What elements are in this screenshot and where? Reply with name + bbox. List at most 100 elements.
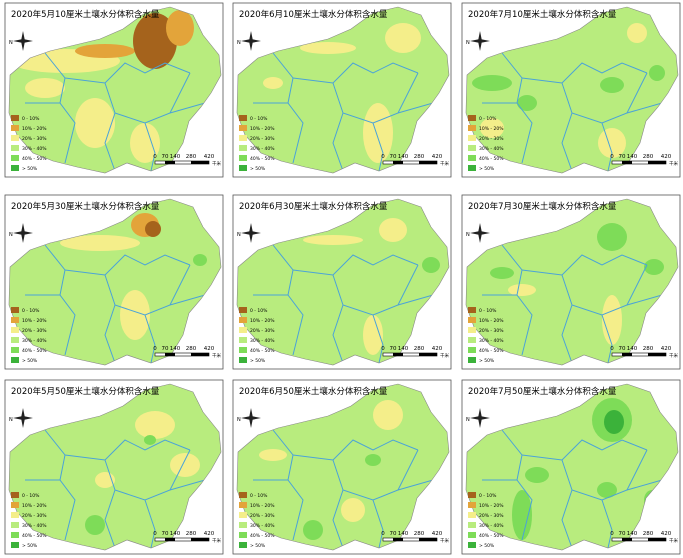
legend-swatch xyxy=(11,125,19,131)
legend-swatch xyxy=(468,115,476,121)
moisture-patch xyxy=(365,454,381,466)
legend-label: 10% - 20% xyxy=(22,503,47,509)
legend-label: 30% - 40% xyxy=(250,146,275,152)
scale-bar-fill xyxy=(393,353,403,356)
scale-tick: 0 xyxy=(610,154,614,160)
legend-swatch xyxy=(468,145,476,151)
scale-bar-fill xyxy=(165,538,175,541)
scale-tick: 0 xyxy=(610,346,614,352)
province-border xyxy=(521,62,648,84)
province-border xyxy=(561,112,573,172)
compass-label: N xyxy=(9,232,13,238)
scale-unit: 千米 xyxy=(212,352,221,359)
province-border xyxy=(397,102,434,114)
legend-label: 40% - 50% xyxy=(250,156,275,162)
legend-label: 40% - 50% xyxy=(479,533,504,539)
scale-tick: 280 xyxy=(186,346,197,352)
scale-bar-fill xyxy=(648,538,666,541)
legend-label: 20% - 30% xyxy=(22,136,47,142)
moisture-patch xyxy=(600,77,624,93)
legend-label: 0 - 10% xyxy=(22,308,40,314)
region-outline xyxy=(8,383,222,551)
moisture-patch xyxy=(300,42,356,54)
legend-swatch xyxy=(11,115,19,121)
scale-bar-fill xyxy=(622,161,632,164)
province-border xyxy=(397,294,434,306)
legend-label: > 50% xyxy=(250,358,266,364)
compass-label: N xyxy=(237,417,241,423)
province-border xyxy=(601,122,613,172)
province-border xyxy=(64,62,191,84)
scale-bar-fill xyxy=(191,353,209,356)
moisture-patches xyxy=(25,411,206,549)
legend-label: 40% - 50% xyxy=(22,533,47,539)
legend-swatch xyxy=(239,347,247,353)
scale-tick: 140 xyxy=(170,154,181,160)
legend-swatch xyxy=(11,522,19,528)
province-border xyxy=(169,479,206,491)
moisture-patches xyxy=(253,400,434,549)
scale-unit: 千米 xyxy=(669,537,678,544)
legend-label: 10% - 20% xyxy=(22,318,47,324)
legend-swatch xyxy=(239,542,247,548)
province-border xyxy=(292,62,419,84)
moisture-patch xyxy=(602,295,622,345)
province-border xyxy=(169,102,206,114)
moisture-patch xyxy=(525,467,549,483)
province-border xyxy=(561,489,573,549)
scale-tick: 140 xyxy=(170,346,181,352)
scale-tick: 70 xyxy=(162,154,169,160)
moisture-patch xyxy=(303,520,323,540)
legend-swatch xyxy=(239,522,247,528)
scale-tick: 70 xyxy=(390,154,397,160)
province-border xyxy=(64,254,191,276)
legend-swatch xyxy=(468,165,476,171)
legend-label: 10% - 20% xyxy=(479,503,504,509)
legend-swatch xyxy=(239,357,247,363)
legend-label: > 50% xyxy=(250,166,266,172)
scale-tick: 140 xyxy=(627,154,638,160)
legend-swatch xyxy=(468,327,476,333)
region-outline xyxy=(236,6,450,174)
moisture-patch xyxy=(130,123,160,163)
legend-swatch xyxy=(239,512,247,518)
scale-unit: 千米 xyxy=(440,537,449,544)
compass-label: N xyxy=(9,417,13,423)
map-panel: 2020年7月10厘米土壤水分体积含水量 N 0 - 10% 10% - 20% 20%… xyxy=(461,2,681,178)
region-outline xyxy=(236,198,450,366)
legend-swatch xyxy=(468,135,476,141)
scale-unit: 千米 xyxy=(440,352,449,359)
scale-bar-fill xyxy=(419,161,437,164)
moisture-patch xyxy=(166,10,194,46)
legend-swatch xyxy=(11,532,19,538)
region-outline xyxy=(465,198,679,366)
scale-tick: 420 xyxy=(204,531,215,537)
province-border xyxy=(144,499,156,549)
legend-swatch xyxy=(11,135,19,141)
moisture-patch xyxy=(133,13,177,69)
map-panel: 2020年5月50厘米土壤水分体积含水量 N 0 - 10% 10% - 20% 20%… xyxy=(4,379,224,555)
scale-tick: 420 xyxy=(432,346,443,352)
legend-swatch xyxy=(11,165,19,171)
legend-label: 30% - 40% xyxy=(479,146,504,152)
moisture-patch xyxy=(598,128,626,158)
moisture-patch xyxy=(373,400,403,430)
legend-label: > 50% xyxy=(22,543,38,549)
map-title: 2020年7月50厘米土壤水分体积含水量 xyxy=(468,386,617,397)
map-panel: 2020年5月10厘米土壤水分体积含水量 N 0 - 10% 10% - 20% 20%… xyxy=(4,2,224,178)
legend-label: 10% - 20% xyxy=(250,318,275,324)
region-outline xyxy=(465,383,679,551)
scale-bar-fill xyxy=(648,161,666,164)
province-border xyxy=(626,102,663,114)
scale-tick: 70 xyxy=(390,346,397,352)
moisture-patch xyxy=(644,259,664,275)
legend-swatch xyxy=(11,317,19,323)
moisture-patch xyxy=(341,498,365,522)
province-border xyxy=(601,499,613,549)
legend-swatch xyxy=(239,337,247,343)
moisture-patch xyxy=(60,235,140,251)
scale-tick: 140 xyxy=(398,346,409,352)
moisture-patch xyxy=(649,65,665,81)
province-border xyxy=(104,112,116,172)
